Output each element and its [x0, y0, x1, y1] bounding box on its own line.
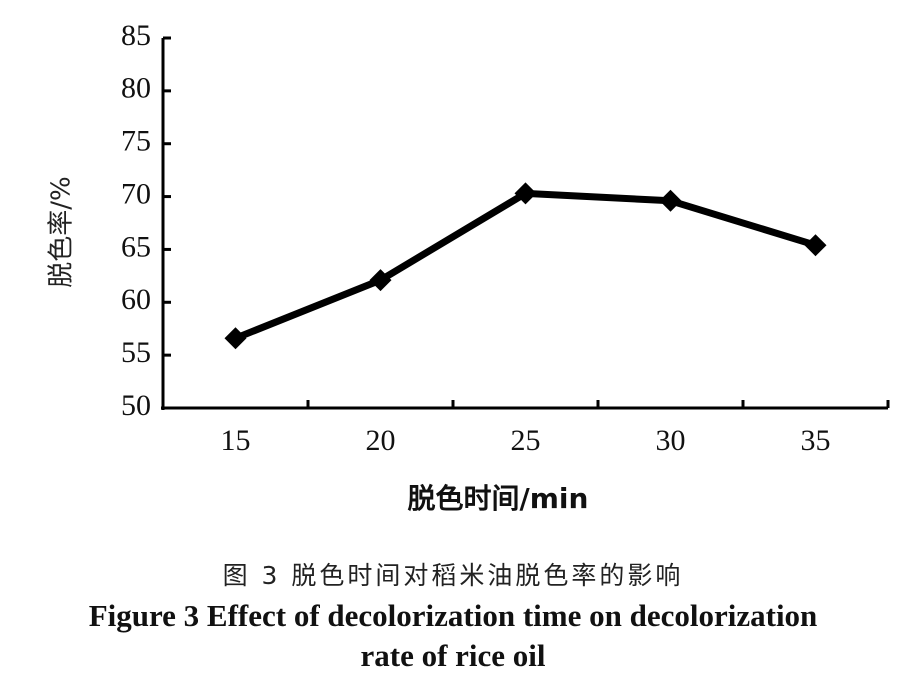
y-tick-label: 60 — [121, 283, 151, 316]
data-series — [224, 182, 827, 350]
data-point-marker — [804, 234, 827, 257]
line-chart: 50 55 60 65 70 75 80 85 15 20 25 30 35 脱色率/% 脱色时间/m… — [47, 19, 890, 515]
y-tick-label: 70 — [121, 177, 151, 210]
x-tick-label: 25 — [511, 424, 541, 457]
y-tick-label: 75 — [121, 125, 151, 158]
data-point-marker — [224, 327, 247, 350]
x-tick-label: 30 — [656, 424, 686, 457]
x-axis-ticks: 15 20 25 30 35 — [221, 400, 890, 457]
x-axis-label: 脱色时间/min — [408, 482, 589, 515]
data-point-marker — [659, 189, 682, 212]
series-line — [234, 189, 817, 342]
caption-english-line1: Figure 3 Effect of decolorization time o… — [88, 598, 818, 633]
y-tick-label: 85 — [121, 19, 151, 52]
chart-axes — [161, 38, 888, 410]
x-tick-label: 20 — [366, 424, 396, 457]
x-tick-label: 15 — [221, 424, 251, 457]
y-tick-label: 55 — [121, 336, 151, 369]
caption-english-line2: rate of rice oil — [360, 638, 546, 673]
y-tick-label: 65 — [121, 230, 151, 263]
caption-chinese: 图 3 脱色时间对稻米油脱色率的影响 — [222, 561, 684, 590]
y-axis-label: 脱色率/% — [47, 176, 77, 287]
data-point-marker — [369, 269, 392, 292]
y-tick-label: 50 — [121, 389, 151, 422]
y-tick-label: 80 — [121, 72, 151, 105]
y-axis-ticks: 50 55 60 65 70 75 80 85 — [121, 19, 171, 422]
data-point-marker — [514, 182, 537, 205]
x-tick-label: 35 — [801, 424, 831, 457]
